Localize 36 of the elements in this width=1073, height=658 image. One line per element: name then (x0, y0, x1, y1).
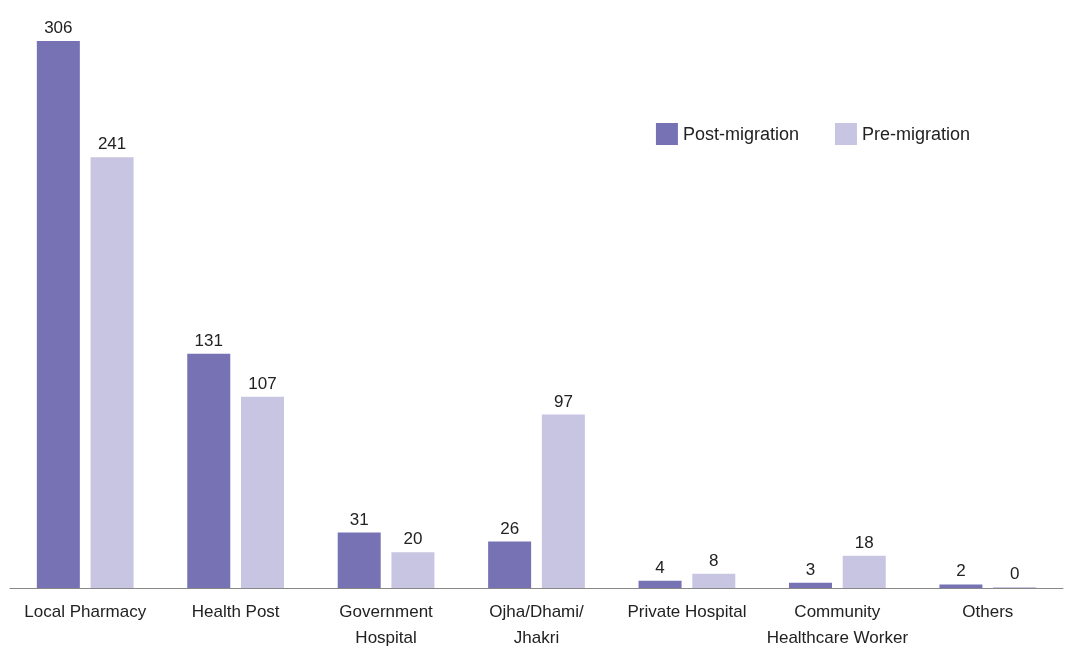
x-tick-label: Local Pharmacy (24, 601, 147, 621)
data-label: 20 (403, 529, 423, 549)
x-tick-label: Others (962, 601, 1014, 621)
data-label: 26 (500, 518, 520, 538)
bar (391, 552, 435, 588)
data-label: 2 (956, 561, 966, 581)
bar (337, 532, 381, 588)
bar (241, 396, 285, 588)
data-label: 131 (194, 330, 223, 350)
x-tick-label: Ojha/Dhami/ Jhakri (489, 601, 585, 647)
bar (692, 573, 736, 588)
data-label: 97 (553, 391, 573, 411)
data-label: 107 (248, 373, 277, 393)
data-label: 31 (349, 509, 369, 529)
data-label: 306 (44, 18, 73, 37)
data-label: 3 (805, 559, 816, 579)
bar (541, 414, 585, 588)
x-tick-label: Community Healthcare Worker (766, 601, 909, 647)
bar (842, 555, 886, 588)
x-tick-label: Government Hospital (339, 601, 434, 647)
bar (90, 157, 134, 588)
data-label: 0 (1009, 564, 1020, 583)
legend-label: Pre-migration (861, 124, 971, 144)
data-label: 8 (709, 550, 719, 570)
data-label: 241 (97, 134, 127, 154)
x-tick-label: Private Hospital (627, 601, 747, 621)
bar (488, 541, 532, 588)
data-label: 4 (655, 557, 665, 577)
bar (36, 41, 80, 588)
x-tick-label: Health Post (191, 601, 280, 621)
bar (788, 582, 832, 588)
bar (939, 584, 983, 588)
bar (187, 353, 231, 588)
bar (638, 580, 682, 588)
data-label: 18 (854, 532, 874, 552)
legend-label: Post-migration (682, 124, 799, 144)
